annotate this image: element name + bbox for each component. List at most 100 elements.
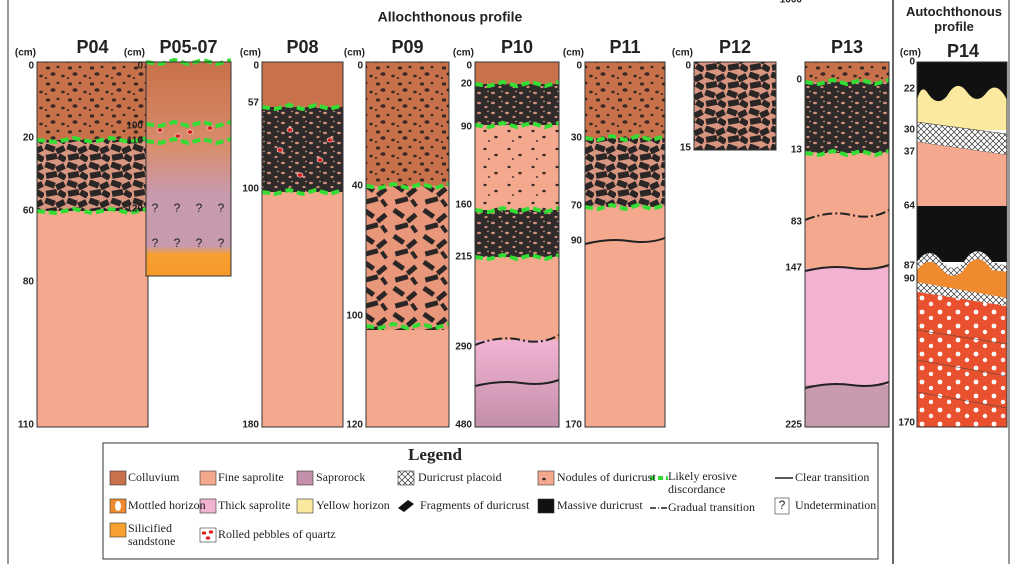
depth-label: 120	[126, 204, 143, 215]
depth-label: 20	[461, 79, 473, 90]
layer	[475, 257, 559, 340]
profile-name: P14	[947, 41, 979, 61]
legend-swatch	[200, 528, 216, 542]
undetermined-mark: ?	[218, 236, 225, 250]
depth-label: 57	[248, 98, 260, 109]
layer	[37, 140, 148, 211]
right-title: Autochthonous profile	[898, 4, 1010, 34]
pebble	[277, 148, 283, 152]
depth-label: 100	[126, 121, 143, 132]
depth-label: 110	[18, 420, 35, 431]
depth-label: 147	[785, 263, 802, 274]
depth-label: 87	[904, 261, 916, 272]
depth-label: 0	[137, 61, 143, 72]
legend-label: Rolled pebbles of quartz	[218, 528, 358, 541]
legend-label: Likely erosive discordance	[668, 470, 768, 496]
layer	[805, 82, 889, 153]
layer	[585, 138, 665, 207]
depth-label: 90	[571, 236, 583, 247]
depth-label: 0	[466, 61, 472, 72]
legend-title: Legend	[408, 445, 462, 464]
depth-unit: (cm)	[240, 48, 261, 59]
depth-label: 13	[791, 145, 803, 156]
depth-label: 90	[904, 274, 916, 285]
depth-label: 160	[455, 200, 472, 211]
layer	[475, 210, 559, 257]
layer	[262, 192, 343, 427]
depth-label: 70	[571, 201, 583, 212]
depth-label: 83	[791, 217, 803, 228]
depth-unit: (cm)	[563, 48, 584, 59]
depth-label: 0	[253, 61, 259, 72]
depth-label: 20	[23, 133, 35, 144]
undetermined-mark: ?	[152, 236, 159, 250]
layer	[37, 211, 148, 427]
legend-swatch	[202, 531, 206, 534]
left-title: Allochthonous profile	[378, 9, 523, 25]
legend-swatch	[110, 471, 126, 485]
undetermined-mark: ?	[218, 201, 225, 215]
depth-label: 100	[242, 184, 259, 195]
depth-label: 180	[242, 420, 259, 431]
layer	[366, 330, 449, 427]
depth-label: 90	[461, 122, 473, 133]
pebble	[187, 130, 193, 134]
depth-unit: (cm)	[124, 48, 145, 59]
depth-label: 170	[565, 420, 582, 431]
legend-swatch	[206, 536, 210, 539]
legend-swatch	[209, 530, 213, 533]
depth-label: 0	[28, 61, 34, 72]
undetermined-mark: ?	[196, 201, 203, 215]
layer	[262, 62, 343, 107]
layer	[805, 385, 889, 427]
depth-label: 170	[898, 418, 915, 429]
depth-label: 1000	[780, 0, 803, 6]
depth-label: 40	[352, 181, 364, 192]
depth-label: 30	[904, 125, 916, 136]
layer	[585, 62, 665, 138]
p14-column	[917, 62, 1007, 427]
depth-label: 110	[127, 136, 144, 147]
layer	[366, 62, 449, 186]
depth-label: 60	[23, 206, 35, 217]
depth-label: 215	[455, 252, 472, 263]
figure: Allochthonous profile Legend P04(cm)0206…	[0, 0, 1011, 564]
pebble	[297, 173, 303, 177]
depth-label: 80	[23, 277, 35, 288]
depth-label: 0	[909, 57, 915, 68]
layer	[366, 186, 449, 330]
pebble	[157, 128, 163, 132]
layer	[262, 107, 343, 192]
undetermined-mark: ?	[174, 236, 181, 250]
undetermined-mark: ?	[196, 236, 203, 250]
legend-label: Fragments of duricrust	[420, 499, 560, 512]
layer	[694, 62, 776, 150]
legend-label: Silicified sandstone	[128, 522, 198, 548]
pebble	[207, 126, 213, 130]
profile-name: P13	[831, 37, 863, 57]
depth-label: 100	[346, 311, 363, 322]
layer	[475, 84, 559, 125]
depth-label: 22	[904, 84, 916, 95]
legend-label: Clear transition	[795, 471, 935, 484]
profile-name: P10	[501, 37, 533, 57]
pebble	[327, 138, 333, 142]
layer	[475, 62, 559, 84]
depth-label: 0	[357, 61, 363, 72]
depth-unit: (cm)	[344, 48, 365, 59]
depth-unit: (cm)	[15, 48, 36, 59]
legend-swatch	[110, 523, 126, 537]
layer	[475, 125, 559, 210]
depth-unit: (cm)	[453, 48, 474, 59]
depth-label: 480	[455, 420, 472, 431]
profile-name: P08	[286, 37, 318, 57]
profile-name: P11	[609, 37, 640, 57]
profile-name: P12	[719, 37, 751, 57]
depth-label: 37	[904, 147, 916, 158]
depth-label: 15	[680, 143, 692, 154]
depth-label: 30	[571, 133, 583, 144]
profile-name: P09	[391, 37, 423, 57]
undetermined-mark: ?	[174, 201, 181, 215]
legend-label: Gradual transition	[668, 501, 808, 514]
undetermined-mark: ?	[152, 201, 159, 215]
